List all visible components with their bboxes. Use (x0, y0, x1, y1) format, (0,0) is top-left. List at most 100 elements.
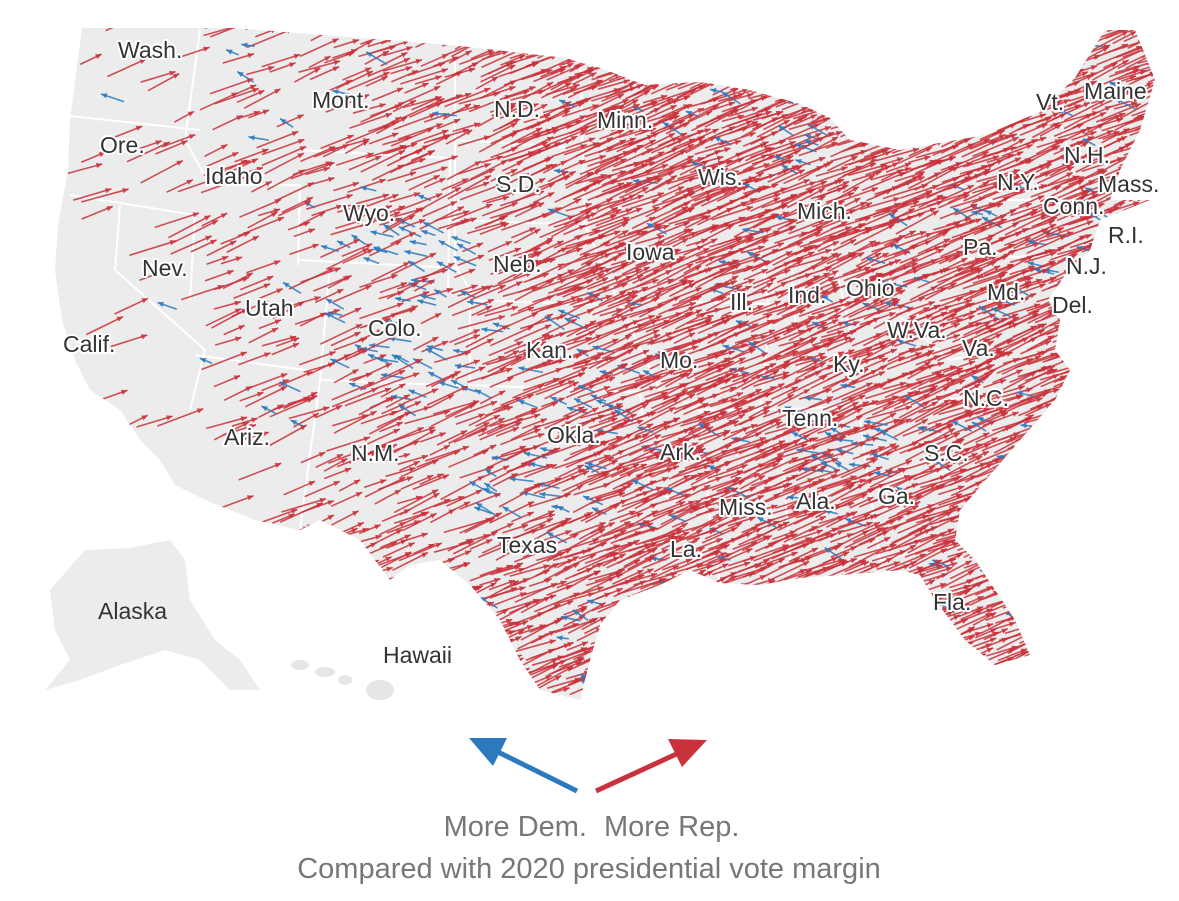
rep-shift-arrowhead (1157, 126, 1164, 131)
rep-shift-arrow (486, 28, 521, 37)
rep-shift-arrow (517, 81, 554, 103)
rep-shift-arrow (815, 5, 855, 18)
rep-shift-arrow (888, 111, 933, 132)
rep-shift-arrowhead (220, 144, 228, 150)
rep-shift-arrowhead (1146, 9, 1153, 14)
rep-shift-arrowhead (620, 43, 628, 49)
rep-shift-arrowhead (812, 14, 819, 19)
rep-shift-arrow (710, 36, 757, 56)
rep-shift-arrow (958, 101, 996, 122)
rep-shift-arrowhead (1080, 28, 1088, 29)
rep-shift-arrowhead (1163, 139, 1170, 144)
rep-shift-arrowhead (826, 81, 834, 87)
rep-shift-arrow (687, 69, 728, 83)
rep-shift-arrow (1085, 30, 1129, 55)
rep-shift-arrowhead (613, 33, 621, 39)
rep-shift-arrow (941, 89, 990, 105)
rep-shift-arrowhead (848, 4, 855, 9)
rep-shift-arrowhead (697, 136, 704, 142)
rep-shift-arrowhead (981, 80, 989, 86)
rep-shift-arrow (985, 90, 1019, 105)
rep-shift-arrow (1144, 116, 1155, 133)
rep-shift-arrowhead (1054, 33, 1062, 39)
rep-shift-arrow (863, 122, 902, 138)
rep-shift-arrowhead (1106, 283, 1114, 289)
rep-shift-arrowhead (754, 122, 762, 128)
dem-shift-arrowhead (771, 90, 779, 96)
rep-shift-arrowhead (1067, 337, 1075, 343)
rep-shift-arrow (817, 35, 848, 47)
rep-shift-arrowhead (836, 104, 844, 110)
dem-shift-arrow (822, 5, 842, 18)
rep-shift-arrowhead (1062, 72, 1069, 78)
rep-shift-arrow (426, 92, 472, 109)
rep-shift-arrowhead (1138, 330, 1146, 335)
rep-shift-arrowhead (836, 107, 843, 113)
rep-shift-arrowhead (1009, 11, 1016, 16)
rep-shift-arrow (1025, 9, 1049, 20)
rep-shift-arrowhead (941, 28, 949, 32)
rep-shift-arrowhead (725, 6, 732, 11)
rep-shift-arrow (992, 41, 1018, 54)
rep-shift-arrowhead (713, 6, 720, 11)
rep-shift-arrow (400, 97, 445, 120)
rep-shift-arrowhead (993, 46, 1001, 52)
rep-shift-arrow (707, 28, 748, 31)
rep-shift-arrowhead (1159, 122, 1166, 127)
rep-shift-arrowhead (977, 94, 985, 100)
rep-shift-arrowhead (1134, 103, 1141, 109)
rep-shift-arrowhead (797, 117, 805, 123)
rep-shift-arrowhead (972, 114, 979, 120)
rep-shift-arrowhead (705, 45, 712, 51)
rep-shift-arrowhead (888, 97, 896, 104)
rep-shift-arrowhead (297, 114, 304, 120)
rep-shift-arrowhead (930, 108, 938, 114)
rep-shift-arrowhead (1093, 54, 1101, 60)
rep-shift-arrow (542, 37, 580, 55)
rep-shift-arrowhead (606, 110, 614, 116)
rep-shift-arrow (710, 53, 732, 64)
rep-shift-arrowhead (385, 113, 392, 119)
rep-shift-arrowhead (324, 56, 331, 62)
rep-shift-arrow (1126, 268, 1155, 283)
dem-shift-arrow (1046, 28, 1060, 31)
rep-shift-arrowhead (1142, 122, 1149, 128)
rep-shift-arrowhead (689, 89, 696, 95)
rep-shift-arrowhead (996, 32, 1003, 38)
rep-shift-arrowhead (860, 88, 867, 94)
rep-shift-arrowhead (1143, 253, 1151, 259)
rep-shift-arrowhead (1076, 13, 1083, 18)
rep-shift-arrowhead (1090, 65, 1098, 71)
rep-shift-arrowhead (739, 11, 746, 16)
rep-shift-arrowhead (411, 70, 419, 76)
rep-shift-arrow (390, 127, 434, 147)
rep-shift-arrow (489, 28, 512, 32)
rep-shift-arrowhead (231, 92, 238, 98)
rep-shift-arrowhead (502, 50, 509, 56)
rep-shift-arrowhead (869, 36, 876, 42)
rep-shift-arrow (641, 136, 679, 156)
rep-shift-arrowhead (1126, 303, 1134, 309)
rep-shift-arrowhead (653, 108, 660, 114)
rep-shift-arrow (479, 79, 517, 100)
rep-shift-arrowhead (878, 93, 885, 99)
rep-shift-arrow (957, 54, 1001, 77)
rep-shift-arrowhead (847, 104, 855, 110)
rep-shift-arrow (751, 30, 783, 45)
rep-shift-arrowhead (1159, 276, 1166, 281)
rep-shift-arrow (1004, 72, 1033, 86)
rep-shift-arrowhead (875, 110, 882, 116)
rep-shift-arrow (1125, 257, 1155, 272)
rep-shift-arrowhead (765, 64, 772, 70)
rep-shift-arrow (876, 130, 905, 140)
rep-shift-arrowhead (188, 134, 196, 140)
rep-shift-arrowhead (1063, 324, 1071, 330)
rep-shift-arrow (786, 50, 819, 69)
rep-shift-arrowhead (518, 55, 526, 60)
rep-shift-arrow (477, 104, 516, 128)
rep-shift-arrowhead (871, 12, 878, 17)
rep-shift-arrow (991, 117, 1027, 136)
rep-shift-arrow (550, 66, 594, 91)
rep-shift-arrow (1090, 338, 1122, 357)
rep-shift-arrowhead (978, 123, 986, 129)
